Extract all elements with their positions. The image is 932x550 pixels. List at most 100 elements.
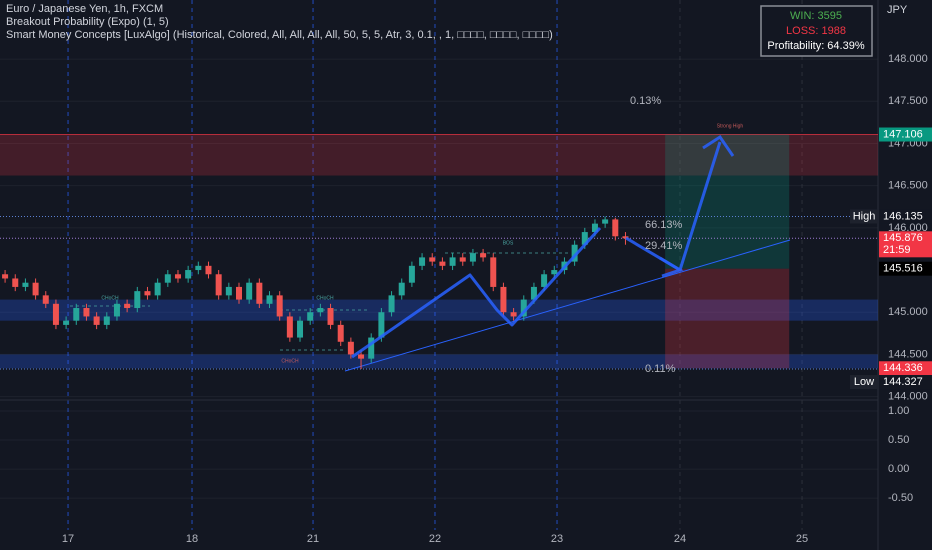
candle-body — [510, 312, 517, 317]
candle-body — [551, 270, 558, 275]
countdown: 21:59 — [883, 244, 911, 256]
candle-body — [83, 308, 90, 317]
candle-body — [174, 274, 181, 279]
candle-body — [439, 261, 446, 266]
smc-label: CHoCH — [281, 358, 299, 364]
price-tag-label: 147.106 — [883, 128, 923, 140]
candle-body — [358, 354, 365, 359]
candle-body — [22, 282, 29, 287]
price-tag — [879, 375, 932, 390]
candle-body — [93, 316, 100, 325]
legend-line: Smart Money Concepts [LuxAlgo] (Historic… — [6, 29, 553, 41]
candle-body — [195, 265, 202, 271]
candle-body — [154, 282, 161, 296]
price-tag-label: 145.516 — [883, 263, 923, 275]
candle-body — [63, 320, 70, 325]
candle-body — [327, 308, 334, 325]
candle-body — [612, 219, 619, 237]
price-tag — [879, 261, 932, 276]
candle-body — [215, 274, 222, 296]
y-tick-label: 144.000 — [888, 391, 928, 403]
tag-name: High — [853, 210, 876, 222]
stop-zone — [665, 268, 790, 369]
x-tick-label: 17 — [62, 533, 74, 545]
probability-label: 0.11% — [645, 363, 676, 375]
smc-label: Strong High — [717, 123, 744, 129]
smc-label: CHoCH — [316, 295, 334, 301]
x-tick-label: 22 — [429, 533, 441, 545]
tag-name-box — [850, 375, 878, 390]
price-tag-label: 144.336 — [883, 362, 923, 374]
candle-body — [591, 223, 598, 233]
smc-label: BOS — [503, 240, 514, 246]
probability-label: 29.41% — [645, 240, 683, 252]
price-tag-label: 146.135 — [883, 210, 923, 222]
y2-tick-label: 1.00 — [888, 405, 909, 417]
candle-body — [185, 270, 192, 279]
y-tick-label: 147.500 — [888, 95, 928, 107]
candle-body — [378, 312, 385, 338]
price-tag — [879, 209, 932, 224]
candle-body — [500, 286, 507, 313]
candle-body — [520, 299, 527, 317]
candle-body — [449, 257, 456, 266]
y-tick-label: 146.500 — [888, 180, 928, 192]
candle-body — [530, 286, 537, 300]
trend-line — [344, 239, 791, 372]
x-tick-label: 25 — [796, 533, 808, 545]
y-tick-label: 148.000 — [888, 53, 928, 65]
candle-body — [256, 282, 263, 304]
y2-tick-label: 0.00 — [888, 463, 909, 475]
tag-name: Low — [854, 376, 874, 388]
y-tick-label: 146.000 — [888, 222, 928, 234]
arrow-path — [351, 226, 602, 359]
x-tick-label: 24 — [674, 533, 686, 545]
y2-tick-label: -0.50 — [888, 492, 913, 504]
candle-body — [205, 265, 212, 275]
candle-body — [236, 286, 243, 300]
candle-body — [297, 320, 304, 338]
candle-body — [469, 253, 476, 262]
price-tag-label: 145.876 — [883, 232, 923, 244]
smc-dash — [70, 252, 570, 351]
y2-tick-label: 0.50 — [888, 434, 909, 446]
candle-body — [571, 244, 578, 262]
candle-body — [225, 286, 232, 296]
price-tag-label: 144.327 — [883, 376, 923, 388]
zone — [0, 354, 878, 369]
candle-body — [480, 253, 487, 258]
candle-body — [124, 303, 131, 309]
candle-body — [276, 295, 283, 317]
arrow-head — [702, 134, 735, 157]
candle-body — [317, 308, 324, 313]
candle-body — [347, 341, 354, 355]
y-tick-label: 144.500 — [888, 348, 928, 360]
price-tag — [879, 231, 932, 258]
probability-label: 66.13% — [645, 219, 683, 231]
stats-profitability: Profitability: 64.39% — [767, 40, 864, 52]
candle-body — [337, 324, 344, 342]
candle-body — [490, 257, 497, 287]
candle-body — [541, 274, 548, 287]
probability-label: 0.13% — [630, 95, 661, 107]
candle-body — [12, 278, 19, 287]
candle-body — [581, 232, 588, 245]
candle-body — [134, 291, 141, 309]
price-tag — [879, 127, 932, 142]
x-tick-label: 18 — [186, 533, 198, 545]
candle-body — [52, 303, 59, 325]
candle-body — [32, 282, 39, 296]
tag-name-box — [850, 209, 878, 224]
zone — [0, 299, 878, 321]
price-tag — [879, 361, 932, 376]
candle-body — [266, 295, 273, 304]
candle-body — [164, 274, 171, 283]
legend-line: Euro / Japanese Yen, 1h, FXCM — [6, 3, 163, 15]
candle-body — [429, 257, 436, 262]
candle-body — [419, 257, 426, 266]
x-tick-label: 21 — [307, 533, 319, 545]
candle-body — [103, 316, 110, 325]
